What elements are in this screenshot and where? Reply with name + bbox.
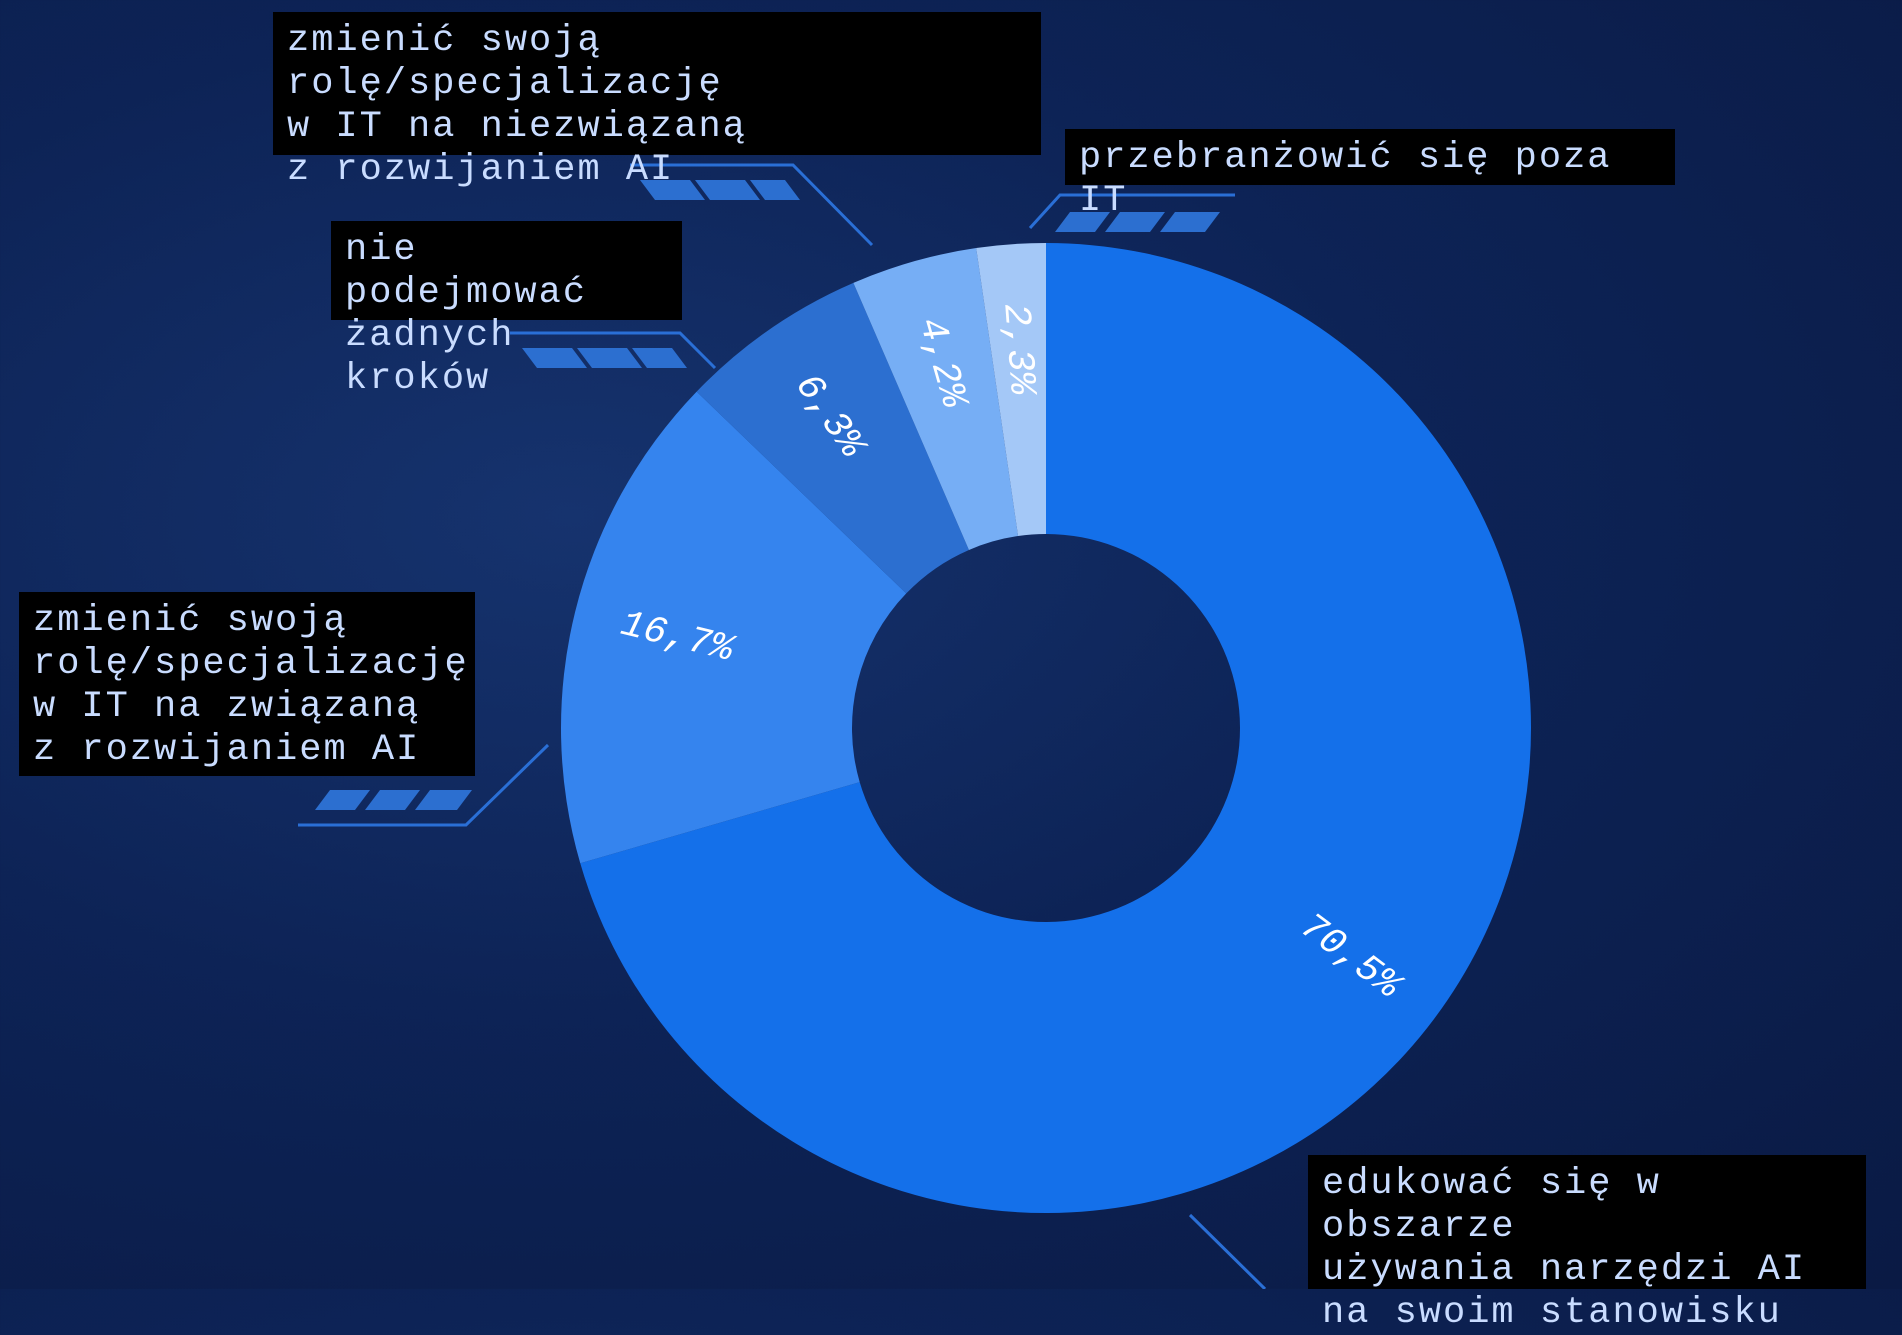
value-label: 2,3%	[993, 302, 1043, 398]
decor-bars	[315, 180, 1220, 810]
decor	[298, 163, 1267, 1289]
connector	[1188, 1213, 1267, 1289]
donut-slice	[580, 243, 1531, 1213]
category-label: zmienić swoją rolę/specjalizację w IT na…	[273, 12, 1041, 191]
category-label: zmienić swoją rolę/specjalizację w IT na…	[19, 592, 475, 776]
category-label: edukować się w obszarze używania narzędz…	[1308, 1155, 1866, 1334]
category-label: przebranżowić się poza IT	[1065, 129, 1675, 222]
donut-slice	[853, 248, 1019, 550]
connector	[510, 331, 717, 370]
connector	[1028, 193, 1235, 230]
donut-slice	[976, 243, 1046, 537]
chart: 70,5%16,7%6,3%4,2% 2,3%	[298, 163, 1531, 1289]
connector	[630, 163, 874, 247]
category-label: nie podejmować żadnych kroków	[331, 221, 682, 400]
connector	[298, 743, 550, 827]
donut-slice	[696, 282, 969, 594]
donut-slice	[561, 391, 907, 864]
